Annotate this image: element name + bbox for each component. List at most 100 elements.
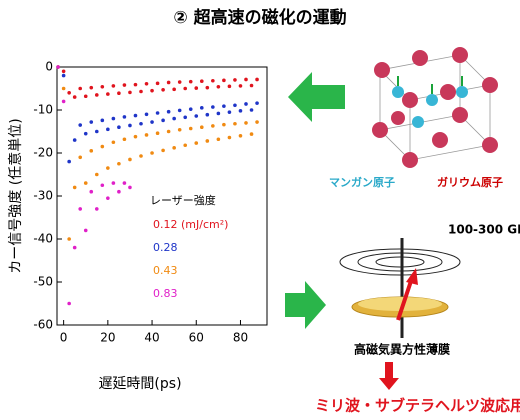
data-point (188, 126, 193, 131)
crystal-diagram (372, 47, 498, 168)
data-point (177, 108, 182, 113)
data-point (139, 154, 143, 158)
data-point (205, 112, 210, 117)
data-point (100, 118, 105, 123)
data-point (122, 181, 127, 185)
legend-entry: 0.12 (mJ/cm²) (153, 218, 228, 231)
data-point (83, 94, 88, 99)
data-point (244, 77, 248, 82)
data-point (188, 79, 193, 84)
data-point (111, 181, 116, 185)
y-tick-label: 0 (45, 60, 53, 74)
data-point (183, 143, 188, 148)
data-point (188, 107, 193, 111)
legend-entry: 0.83 (153, 287, 178, 300)
data-point (61, 86, 66, 91)
data-point (227, 84, 232, 89)
data-point (150, 151, 154, 155)
data-point (166, 129, 171, 134)
arrow-left (288, 72, 345, 122)
frequency-label: 100-300 GHz (448, 223, 520, 237)
data-point (72, 185, 77, 190)
data-point (222, 122, 226, 127)
data-point (150, 88, 154, 93)
x-tick-label: 40 (144, 331, 159, 345)
arrow-down (379, 362, 399, 390)
data-point (161, 118, 165, 123)
data-point (106, 92, 110, 96)
data-point (61, 99, 66, 104)
data-point (155, 131, 160, 136)
y-tick-label: -20 (33, 146, 53, 160)
data-point (155, 111, 160, 115)
data-point (56, 65, 60, 69)
data-point (177, 80, 182, 84)
data-point (205, 139, 210, 143)
arrow-right (285, 281, 326, 329)
gallium-label: ガリウム原子 (437, 175, 503, 189)
y-tick-label: -10 (33, 103, 53, 117)
data-point (172, 146, 176, 150)
data-point (100, 84, 105, 89)
y-tick-label: -50 (33, 275, 53, 289)
data-point (94, 129, 99, 134)
data-point (227, 135, 232, 140)
y-tick-label: -30 (33, 189, 53, 203)
data-point (144, 81, 149, 86)
data-point (106, 127, 110, 132)
data-point (117, 161, 121, 166)
data-point (233, 78, 237, 82)
x-axis-title: 遅延時間(ps) (98, 376, 181, 392)
data-point (211, 124, 215, 128)
data-point (133, 82, 138, 87)
data-point (199, 125, 204, 129)
data-point (216, 84, 221, 89)
data-point (61, 73, 66, 78)
data-point (139, 121, 143, 126)
data-point (61, 69, 66, 74)
data-point (67, 159, 71, 164)
data-point (177, 127, 182, 132)
data-point (249, 132, 254, 136)
data-point (211, 78, 215, 83)
data-point (172, 87, 176, 92)
y-axis-title: カー信号強度 (任意単位) (7, 118, 24, 273)
x-tick-label: 60 (189, 331, 204, 345)
data-point (222, 104, 226, 108)
data-point (183, 86, 188, 91)
data-point (117, 91, 121, 96)
data-point (222, 78, 226, 83)
data-point (216, 111, 221, 116)
data-point (94, 93, 99, 97)
precession-diagram (339, 238, 461, 338)
data-point (211, 105, 215, 109)
data-point (111, 84, 116, 88)
data-point (83, 181, 88, 185)
y-tick-label: -40 (33, 232, 53, 246)
data-point (117, 125, 121, 129)
data-point (194, 114, 199, 118)
y-tick-label: -60 (33, 318, 53, 332)
data-point (133, 113, 138, 118)
data-point (72, 95, 77, 99)
x-tick-label: 20 (100, 331, 115, 345)
data-point (166, 80, 171, 85)
x-tick-label: 0 (60, 331, 68, 345)
application-label: ミリ波・サブテラヘルツ波応用 (315, 397, 520, 415)
data-point (78, 123, 83, 127)
x-tick-label: 80 (233, 331, 248, 345)
data-point (216, 137, 221, 142)
data-point (199, 79, 204, 83)
data-point (83, 228, 88, 233)
data-point (89, 85, 94, 90)
data-point (255, 101, 259, 105)
data-point (83, 131, 88, 136)
data-point (255, 77, 259, 82)
film-label: 高磁気異方性薄膜 (354, 342, 450, 357)
data-point (128, 185, 132, 190)
data-point (89, 120, 94, 124)
data-point (172, 116, 176, 121)
data-point (194, 86, 199, 90)
data-point (244, 102, 248, 106)
